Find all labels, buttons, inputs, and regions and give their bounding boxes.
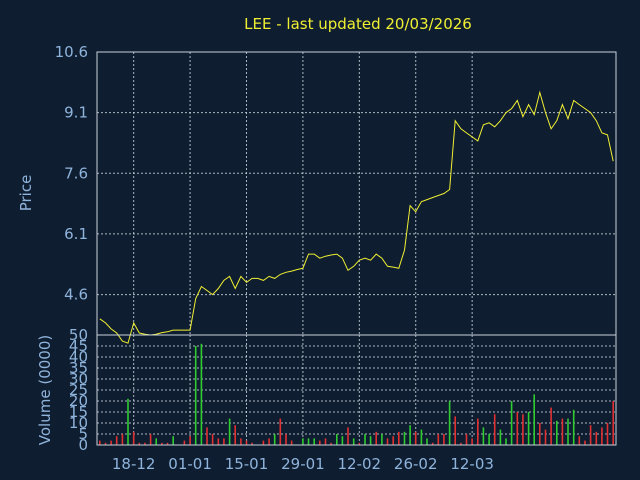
price-y-ticks: 4.6 6.1 7.6 9.1 10.6 (55, 43, 88, 304)
price-plot-frame (96, 51, 617, 336)
price-grid (97, 51, 616, 335)
x-tick-label: 18-12 (112, 455, 156, 473)
x-tick-label: 29-01 (281, 455, 325, 473)
price-line (99, 90, 614, 344)
volume-y-tick-label: 15 (69, 403, 88, 421)
volume-y-tick-label: 0 (78, 436, 88, 454)
volume-axis-title: Volume (0000) (36, 335, 54, 445)
chart-title: LEE - last updated 20/03/2026 (244, 15, 472, 33)
volume-grid (97, 335, 616, 445)
volume-bars (99, 343, 615, 445)
volume-y-tick-label: 25 (69, 381, 88, 399)
x-tick-label: 26-02 (394, 455, 438, 473)
volume-y-tick-label: 40 (69, 348, 88, 366)
price-y-tick-label: 4.6 (64, 286, 88, 304)
x-axis-ticks: 18-12 01-01 15-01 29-01 12-02 26-02 12-03 (112, 455, 494, 473)
x-tick-label: 01-01 (168, 455, 212, 473)
x-tick-label: 15-01 (225, 455, 269, 473)
volume-y-tick-label: 45 (69, 337, 88, 355)
volume-y-tick-label: 5 (78, 425, 88, 443)
volume-y-tick-label: 50 (69, 326, 88, 344)
price-y-tick-label: 7.6 (64, 164, 88, 182)
volume-plot-frame (96, 334, 617, 446)
x-tick-label: 12-02 (338, 455, 382, 473)
volume-y-tick-label: 10 (69, 414, 88, 432)
volume-y-tick-label: 30 (69, 370, 88, 388)
price-axis-title: Price (17, 175, 35, 212)
price-y-tick-label: 10.6 (55, 43, 88, 61)
price-y-tick-label: 9.1 (64, 104, 88, 122)
volume-y-tick-label: 20 (69, 392, 88, 410)
volume-y-tick-label: 35 (69, 359, 88, 377)
price-y-tick-label: 6.1 (64, 225, 88, 243)
x-tick-label: 12-03 (450, 455, 494, 473)
